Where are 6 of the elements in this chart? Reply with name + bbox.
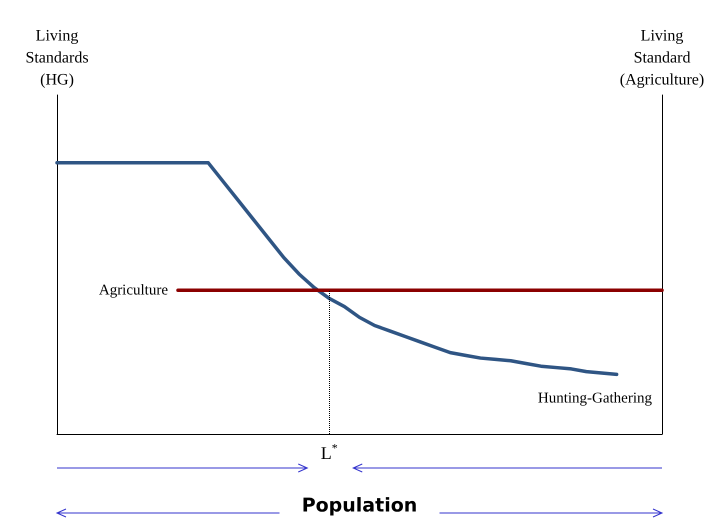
series-label: Hunting-Gathering	[538, 390, 652, 406]
x-axis-title: Population	[302, 494, 418, 516]
y-axis-title: Living Standards (HG)	[25, 28, 89, 88]
y2-axis-title: Living Standard (Agriculture)	[620, 28, 704, 88]
text: L*	[320, 441, 338, 463]
series-label: Agriculture	[98, 282, 168, 298]
